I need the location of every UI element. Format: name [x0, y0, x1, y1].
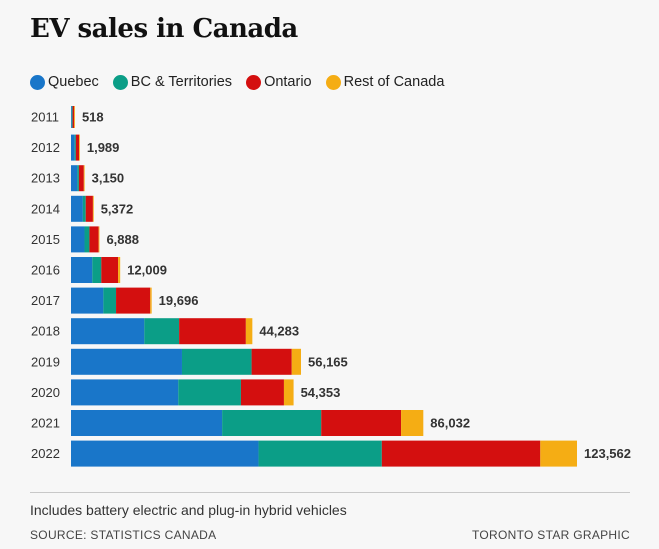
bar-ontario-2015 — [89, 226, 99, 253]
bar-rest-of-canada-2012 — [79, 134, 80, 161]
legend-label-ontario: Ontario — [264, 74, 312, 90]
legend-item-rest-of-canada: Rest of Canada — [325, 74, 445, 90]
bar-rest-of-canada-2017 — [150, 287, 152, 314]
chart-title: EV sales in Canada — [30, 14, 298, 44]
bar-rest-of-canada-2016 — [118, 257, 121, 283]
bar-rest-of-canada-2014 — [92, 195, 94, 222]
total-label-2022: 123,562 — [584, 446, 631, 461]
bar-quebec-2013 — [71, 165, 78, 192]
year-label-2019: 2019 — [31, 354, 60, 369]
year-label-2016: 2016 — [31, 263, 60, 278]
chart-note: Includes battery electric and plug-in hy… — [30, 502, 347, 518]
bar-quebec-2016 — [71, 257, 93, 283]
year-label-2020: 2020 — [31, 385, 60, 400]
bar-ontario-2022 — [381, 440, 541, 467]
bar-rest-of-canada-2020 — [283, 379, 294, 406]
bar-bc-territories-2011 — [71, 106, 73, 128]
total-label-2020: 54,353 — [301, 385, 341, 400]
bar-bc-territories-2022 — [258, 440, 382, 467]
legend-label-rest-of-canada: Rest of Canada — [343, 74, 445, 90]
bar-bc-territories-2013 — [77, 165, 79, 192]
total-label-2019: 56,165 — [308, 354, 348, 369]
bar-ontario-2018 — [179, 318, 246, 345]
stacked-bar-chart: 2011 518 2012 1,989 2013 3,150 2014 5,372 2015 6,… — [31, 106, 631, 467]
bar-bc-territories-2020 — [178, 379, 241, 406]
total-label-2021: 86,032 — [430, 416, 470, 431]
year-label-2014: 2014 — [31, 201, 60, 216]
bar-rest-of-canada-2015 — [98, 226, 100, 253]
legend-swatch-ontario — [246, 74, 262, 90]
bar-quebec-2020 — [71, 379, 179, 406]
bar-bc-territories-2018 — [144, 318, 180, 345]
year-label-2021: 2021 — [31, 416, 60, 431]
total-label-2014: 5,372 — [101, 201, 134, 216]
bar-rest-of-canada-2022 — [540, 440, 577, 467]
bar-quebec-2017 — [71, 287, 104, 314]
bar-ontario-2013 — [78, 165, 84, 192]
bar-bc-territories-2021 — [222, 410, 322, 436]
year-label-2013: 2013 — [31, 171, 60, 186]
year-label-2012: 2012 — [31, 140, 60, 155]
bar-bc-territories-2017 — [103, 287, 117, 314]
total-label-2016: 12,009 — [127, 263, 167, 278]
legend-item-ontario: Ontario — [246, 74, 312, 90]
bar-quebec-2011 — [71, 106, 72, 128]
legend-swatch-quebec — [30, 74, 45, 90]
source-line: SOURCE: STATISTICS CANADA — [30, 528, 217, 542]
bar-bc-territories-2012 — [74, 134, 76, 161]
legend-swatch-rest-of-canada — [325, 74, 341, 90]
year-label-2011: 2011 — [31, 110, 59, 125]
bar-bc-territories-2014 — [82, 195, 86, 222]
year-label-2017: 2017 — [31, 293, 60, 308]
legend-label-bc-territories: BC & Territories — [130, 74, 233, 90]
bar-quebec-2021 — [71, 410, 223, 436]
bar-quebec-2012 — [71, 134, 75, 161]
bar-ontario-2017 — [116, 287, 151, 314]
year-label-2018: 2018 — [31, 324, 60, 339]
bar-ontario-2012 — [75, 134, 80, 161]
bar-rest-of-canada-2019 — [291, 348, 302, 375]
chart-legend: Quebec BC & Territories Ontario Rest of … — [30, 74, 458, 90]
bar-bc-territories-2016 — [92, 257, 102, 283]
legend-swatch-bc-territories — [112, 74, 128, 90]
bar-quebec-2019 — [71, 348, 182, 375]
bar-ontario-2014 — [85, 195, 93, 222]
bar-rest-of-canada-2013 — [83, 165, 85, 192]
bar-ontario-2016 — [101, 257, 119, 283]
legend-item-bc-territories: BC & Territories — [112, 74, 233, 90]
divider — [30, 492, 630, 493]
legend-label-quebec: Quebec — [48, 74, 99, 90]
graphic-credit: TORONTO STAR GRAPHIC — [471, 528, 630, 542]
bar-quebec-2018 — [71, 318, 145, 345]
bar-rest-of-canada-2011 — [74, 106, 75, 128]
total-label-2013: 3,150 — [92, 171, 125, 186]
bar-quebec-2014 — [71, 195, 83, 222]
bar-ontario-2019 — [251, 348, 292, 375]
year-label-2015: 2015 — [31, 232, 60, 247]
bar-bc-territories-2015 — [84, 226, 90, 253]
bar-quebec-2015 — [71, 226, 85, 253]
bar-ontario-2021 — [321, 410, 402, 436]
total-label-2011: 518 — [82, 110, 104, 125]
year-label-2022: 2022 — [31, 446, 60, 461]
bar-quebec-2022 — [71, 440, 259, 467]
total-label-2018: 44,283 — [259, 324, 299, 339]
total-label-2015: 6,888 — [106, 232, 139, 247]
bar-ontario-2011 — [72, 106, 75, 128]
total-label-2017: 19,696 — [159, 293, 199, 308]
legend-item-quebec: Quebec — [30, 74, 99, 90]
total-label-2012: 1,989 — [87, 140, 120, 155]
bar-bc-territories-2019 — [181, 348, 252, 375]
bar-ontario-2020 — [240, 379, 284, 406]
bar-rest-of-canada-2021 — [401, 410, 424, 436]
bar-rest-of-canada-2018 — [245, 318, 253, 345]
